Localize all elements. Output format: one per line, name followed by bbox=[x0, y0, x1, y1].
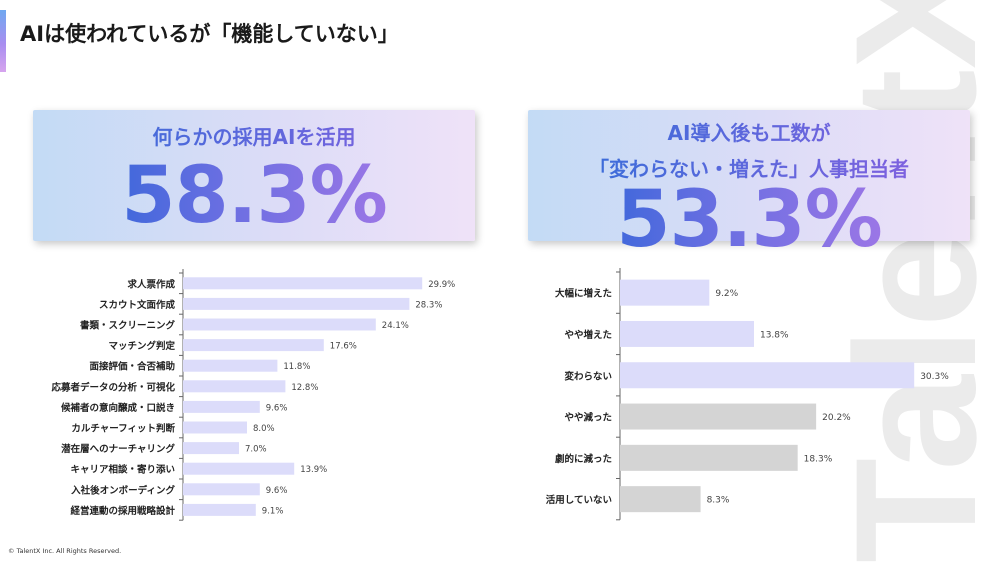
kpi-card-ai-usage: 何らかの採用AIを活用 58.3% bbox=[33, 110, 475, 241]
bar bbox=[183, 400, 260, 413]
value-label: 13.8% bbox=[760, 330, 789, 340]
bar bbox=[183, 318, 376, 331]
bar bbox=[620, 320, 754, 347]
bar bbox=[183, 339, 324, 352]
value-label: 9.1% bbox=[262, 506, 284, 516]
value-label: 20.2% bbox=[822, 413, 851, 423]
bar bbox=[183, 421, 247, 434]
category-label: キャリア相談・寄り添い bbox=[70, 464, 175, 476]
category-label: 経営連動の採用戦略設計 bbox=[70, 505, 175, 517]
bar bbox=[183, 277, 423, 290]
bar bbox=[183, 297, 410, 310]
kpi-value: 58.3% bbox=[33, 156, 475, 236]
value-label: 24.1% bbox=[382, 321, 409, 331]
category-label: やや減った bbox=[564, 412, 612, 424]
category-label: 活用していない bbox=[546, 494, 612, 506]
category-label: 劇的に減った bbox=[554, 453, 612, 465]
bar bbox=[183, 380, 286, 393]
kpi-label: 何らかの採用AIを活用 bbox=[33, 124, 475, 150]
category-label: スカウト文面作成 bbox=[99, 299, 176, 311]
category-label: 潜在層へのナーチャリング bbox=[61, 443, 175, 455]
value-label: 7.0% bbox=[245, 445, 267, 455]
category-label: やや増えた bbox=[564, 329, 612, 341]
bar bbox=[183, 483, 260, 496]
value-label: 9.2% bbox=[715, 289, 738, 299]
value-label: 17.6% bbox=[330, 342, 357, 352]
value-label: 11.8% bbox=[283, 362, 310, 372]
value-label: 30.3% bbox=[920, 372, 949, 382]
category-label: 書類・スクリーニング bbox=[80, 320, 176, 332]
value-label: 13.9% bbox=[300, 465, 327, 475]
category-label: 変わらない bbox=[564, 370, 612, 382]
watermark-logo: TalentX bbox=[840, 0, 1000, 563]
category-label: 入社後オンボーディング bbox=[70, 484, 175, 496]
workload-change-bar-chart: 大幅に増えた 9.2% やや増えた 13.8% 変わらない 30.3% やや減った 20.2%… bbox=[546, 268, 949, 521]
value-label: 28.3% bbox=[415, 300, 442, 310]
bar bbox=[183, 503, 256, 516]
bar bbox=[183, 462, 295, 475]
category-label: 大幅に増えた bbox=[555, 288, 612, 300]
value-label: 12.8% bbox=[291, 383, 318, 393]
category-label: 求人票作成 bbox=[127, 278, 175, 290]
bar bbox=[620, 362, 915, 389]
bar bbox=[620, 444, 798, 471]
bar bbox=[620, 403, 817, 430]
value-label: 29.9% bbox=[428, 280, 455, 290]
kpi-label-line2: 「変わらない・増えた」人事担当者 bbox=[528, 156, 970, 182]
svg-text:TalentX: TalentX bbox=[840, 0, 1000, 563]
bar bbox=[183, 359, 278, 372]
category-label: 面接評価・合否補助 bbox=[89, 361, 175, 373]
value-label: 9.6% bbox=[266, 403, 288, 413]
bar bbox=[183, 442, 239, 455]
kpi-card-workload: AI導入後も工数が 「変わらない・増えた」人事担当者 53.3% bbox=[528, 110, 970, 260]
category-label: マッチング判定 bbox=[108, 340, 175, 352]
value-label: 9.6% bbox=[266, 486, 288, 496]
category-label: カルチャーフィット判断 bbox=[71, 423, 175, 435]
bar bbox=[620, 279, 710, 306]
value-label: 18.3% bbox=[804, 454, 833, 464]
category-label: 候補者の意向醸成・口説き bbox=[61, 402, 175, 414]
category-label: 応募者データの分析・可視化 bbox=[50, 381, 175, 393]
title-accent-bar bbox=[0, 10, 6, 72]
ai-usage-bar-chart: 求人票作成 29.9% スカウト文面作成 28.3% 書類・スクリーニング 24.1% マッ… bbox=[50, 269, 455, 521]
slide-title: AIは使われているが「機能していない」 bbox=[20, 22, 399, 46]
bar bbox=[620, 486, 701, 513]
copyright: © TalentX Inc. All Rights Reserved. bbox=[8, 547, 122, 555]
kpi-label-line1: AI導入後も工数が bbox=[528, 120, 970, 146]
value-label: 8.3% bbox=[707, 496, 730, 506]
value-label: 8.0% bbox=[253, 424, 275, 434]
kpi-value: 53.3% bbox=[528, 180, 970, 260]
